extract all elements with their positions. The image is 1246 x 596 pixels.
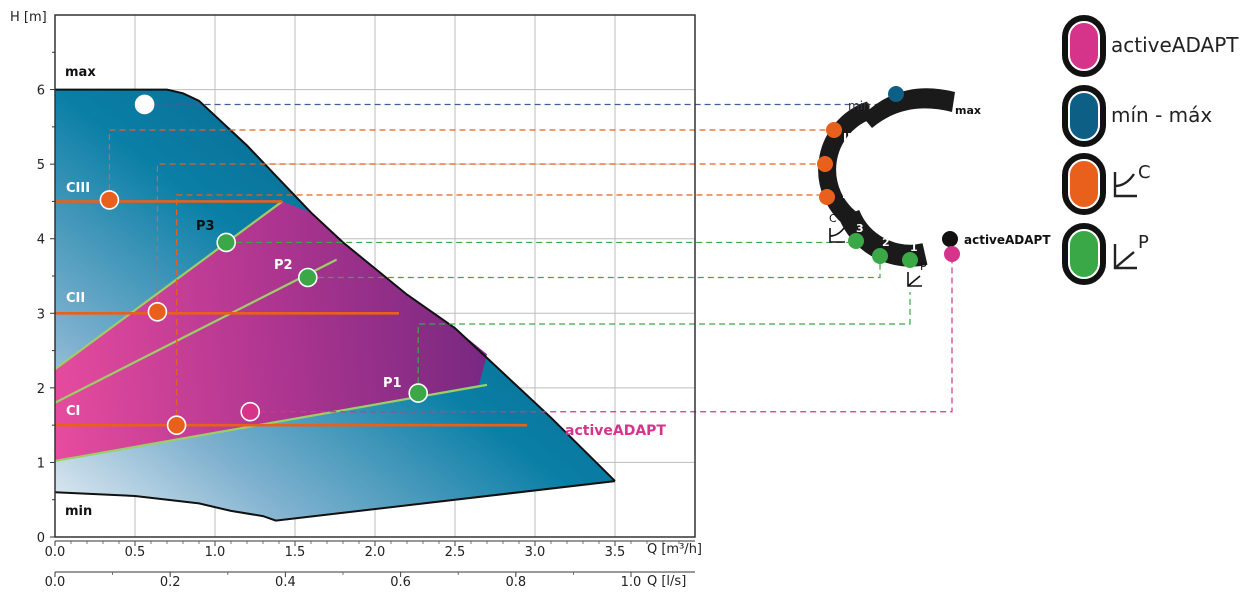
label-P3: P3 (196, 219, 215, 234)
operating-point-P3 (217, 233, 235, 251)
x-secondary-tick-label: 0.8 (505, 575, 526, 590)
x-primary-tick-label: 2.0 (365, 545, 386, 560)
x-primary-tick-label: 3.5 (605, 545, 626, 560)
dial-seg-III: III (843, 131, 855, 144)
dial-dot-active (944, 246, 960, 262)
operating-point-CIII (100, 191, 118, 209)
legend-pill-icon (1065, 156, 1103, 212)
x-secondary-tick-label: 0.4 (275, 575, 296, 590)
label-P1: P1 (383, 376, 402, 391)
label-P2: P2 (274, 258, 293, 273)
x-secondary-tick-label: 0.0 (45, 575, 66, 590)
dial-blue-dot (888, 86, 904, 102)
y-tick-label: 1 (37, 456, 45, 471)
operating-point-P2 (299, 268, 317, 286)
dial-seg-2: 2 (882, 236, 890, 249)
operating-point-activeADAPT (241, 403, 259, 421)
label-CI: CI (66, 404, 80, 419)
dial-min-label: min (848, 99, 871, 113)
y-tick-label: 6 (37, 84, 45, 99)
dial-p-icon (908, 272, 922, 286)
label-activeadapt: activeADAPT (565, 423, 666, 439)
x-secondary-tick-label: 0.6 (390, 575, 411, 590)
x-primary-tick-label: 0.5 (125, 545, 146, 560)
legend-item-minmax: mín - máx (1065, 88, 1212, 144)
operating-point-min-max (136, 95, 154, 113)
legend-item-constant: C (1065, 156, 1151, 212)
dial-p-symbol: P (920, 260, 927, 273)
operating-point-CII (148, 303, 166, 321)
dial-dot-P2 (872, 248, 888, 264)
proportional-pressure-icon (1115, 244, 1137, 268)
mode-dial: min max III II I 3 2 1 C P activeADAPT (817, 86, 1051, 286)
dial-seg-1: 1 (910, 241, 918, 254)
legend-pill-icon (1065, 88, 1103, 144)
y-axis-label: H [m] (10, 10, 47, 25)
operating-point-CI (168, 416, 186, 434)
label-min: min (65, 504, 92, 519)
x-primary-tick-label: 1.5 (285, 545, 306, 560)
dial-dot-black (942, 231, 958, 247)
legend-item-proportional: P (1065, 226, 1149, 282)
y-tick-label: 0 (37, 531, 45, 546)
label-max: max (65, 65, 96, 80)
x-axis-label-primary: Q [m³/h] (647, 542, 702, 557)
dial-active-label: activeADAPT (964, 233, 1051, 247)
legend-label-activeadapt: activeADAPT (1111, 33, 1239, 57)
x-primary-tick-label: 2.5 (445, 545, 466, 560)
chart-areas (55, 90, 615, 521)
dial-dot-CI (819, 189, 835, 205)
y-tick-label: 2 (37, 382, 45, 397)
dial-dot-CII (817, 156, 833, 172)
y-tick-label: 4 (37, 233, 45, 248)
dial-seg-I: I (842, 188, 846, 201)
legend-item-activeadapt: activeADAPT (1065, 18, 1239, 74)
label-CIII: CIII (66, 181, 90, 196)
x-primary-tick-label: 0.0 (45, 545, 66, 560)
dial-c-icon (830, 228, 845, 242)
label-CII: CII (66, 291, 85, 306)
x-secondary-tick-label: 0.2 (160, 575, 181, 590)
constant-pressure-icon (1115, 172, 1137, 196)
dial-c-symbol: C (829, 212, 837, 225)
legend: activeADAPT mín - máx C P (1065, 18, 1239, 282)
dash-P2 (308, 264, 880, 277)
y-tick-label: 5 (37, 158, 45, 173)
dial-seg-II: II (836, 159, 844, 172)
dial-dot-P3 (848, 233, 864, 249)
y-tick-label: 3 (37, 307, 45, 322)
x-primary-tick-label: 3.0 (525, 545, 546, 560)
dial-arc-top (862, 88, 955, 128)
legend-label-c: C (1138, 162, 1151, 183)
operating-point-P1 (409, 384, 427, 402)
dial-max-label: max (955, 104, 981, 117)
dial-seg-3: 3 (856, 222, 864, 235)
x-secondary-tick-label: 1.0 (621, 575, 642, 590)
dial-dot-P1 (902, 252, 918, 268)
dial-dot-CIII (826, 122, 842, 138)
legend-label-p: P (1138, 232, 1149, 253)
legend-pill-icon (1065, 226, 1103, 282)
legend-pill-icon (1065, 18, 1103, 74)
x-primary-tick-label: 1.0 (205, 545, 226, 560)
x-axis-label-secondary: Q [l/s] (647, 574, 686, 589)
legend-label-minmax: mín - máx (1111, 103, 1212, 127)
